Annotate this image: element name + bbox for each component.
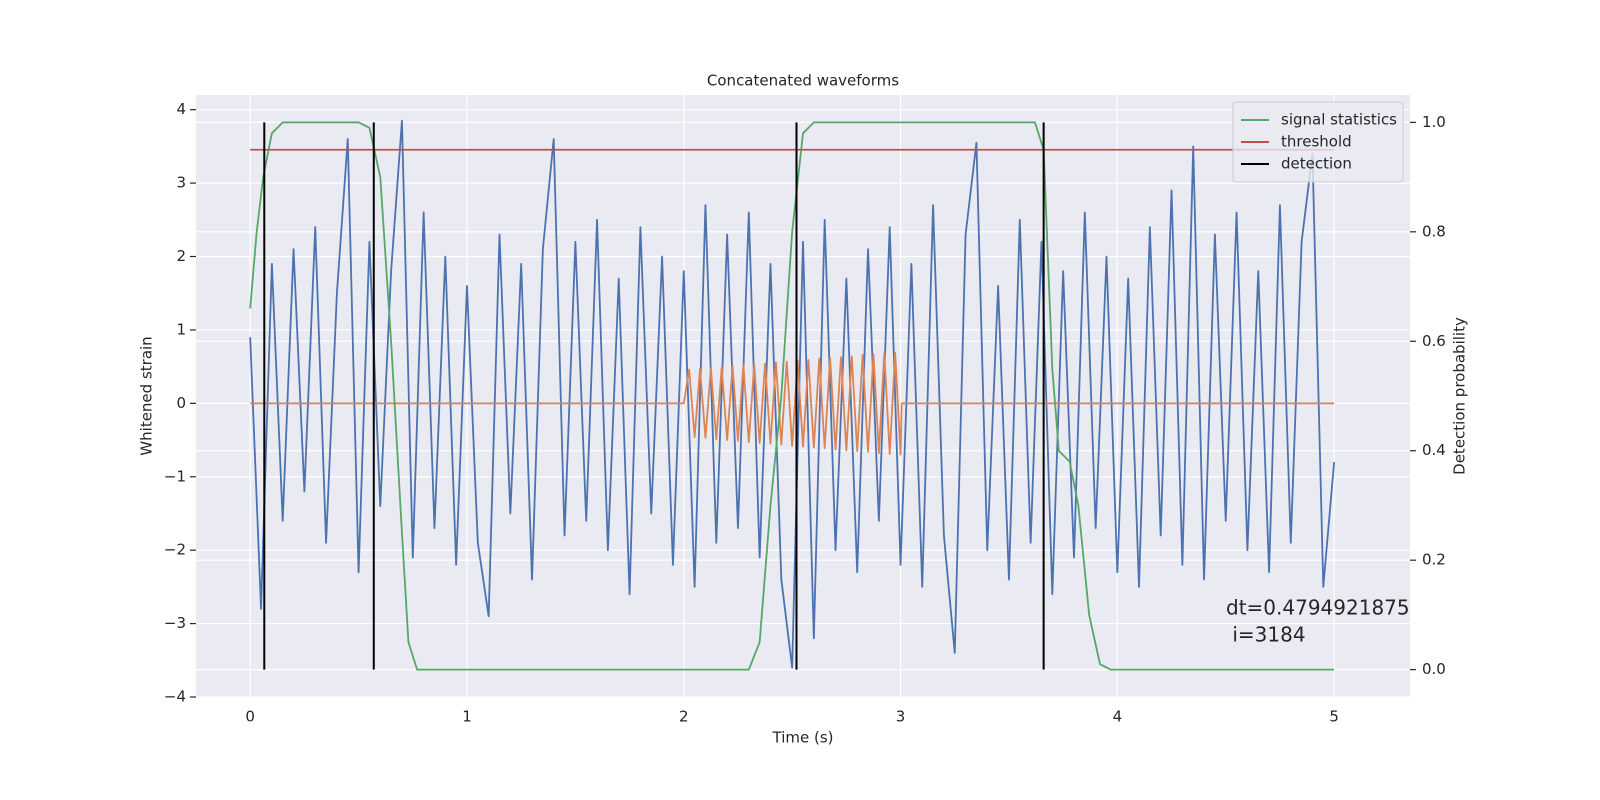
y2-axis-label: Detection probability <box>1451 317 1469 475</box>
y-tick-label: −4 <box>164 688 186 706</box>
legend-box <box>1232 101 1404 183</box>
y-tick-label: 2 <box>176 247 186 265</box>
plot-area <box>196 95 1410 697</box>
y-tick-label: −3 <box>164 614 186 632</box>
y2-tick-label: 0.4 <box>1422 441 1446 459</box>
axes: 0 1 2 3 4 5 −4 −3 −2 −1 0 1 2 3 4 0.0 0.2 0.4 0.6 0.8 1.0 <box>164 100 1446 725</box>
data <box>249 119 1336 671</box>
line-series <box>250 351 1335 456</box>
x-tick-label: 4 <box>1113 708 1123 726</box>
x-axis-label: Time (s) <box>772 729 834 747</box>
y2-tick-label: 0.0 <box>1422 660 1446 678</box>
y-tick-label: 4 <box>176 100 186 118</box>
y-axis-label: Whitened strain <box>138 336 156 455</box>
x-tick-label: 0 <box>245 708 255 726</box>
annotation: dt=0.4794921875 <box>1226 596 1410 620</box>
y-tick-label: 3 <box>176 174 186 192</box>
y2-tick-label: 0.8 <box>1422 222 1446 240</box>
line-series <box>249 119 1336 669</box>
x-tick-label: 5 <box>1329 708 1339 726</box>
legend-label: threshold <box>1281 133 1352 151</box>
legend-label: signal statistics <box>1281 111 1397 129</box>
y2-tick-label: 0.6 <box>1422 332 1446 350</box>
line-series <box>249 121 1335 671</box>
y-tick-label: −2 <box>164 541 186 559</box>
x-tick-label: 1 <box>462 708 472 726</box>
y2-tick-label: 0.2 <box>1422 551 1446 569</box>
y-tick-label: 0 <box>176 394 186 412</box>
y-tick-label: −1 <box>164 467 186 485</box>
y-tick-label: 1 <box>176 320 186 338</box>
legend: signal statistics threshold detection <box>1232 101 1404 183</box>
y2-tick-label: 1.0 <box>1422 113 1446 131</box>
legend-label: detection <box>1281 155 1352 173</box>
x-tick-label: 3 <box>896 708 906 726</box>
x-tick-label: 2 <box>679 708 689 726</box>
chart-title: Concatenated waveforms <box>707 72 899 90</box>
annotation: i=3184 <box>1226 623 1306 647</box>
